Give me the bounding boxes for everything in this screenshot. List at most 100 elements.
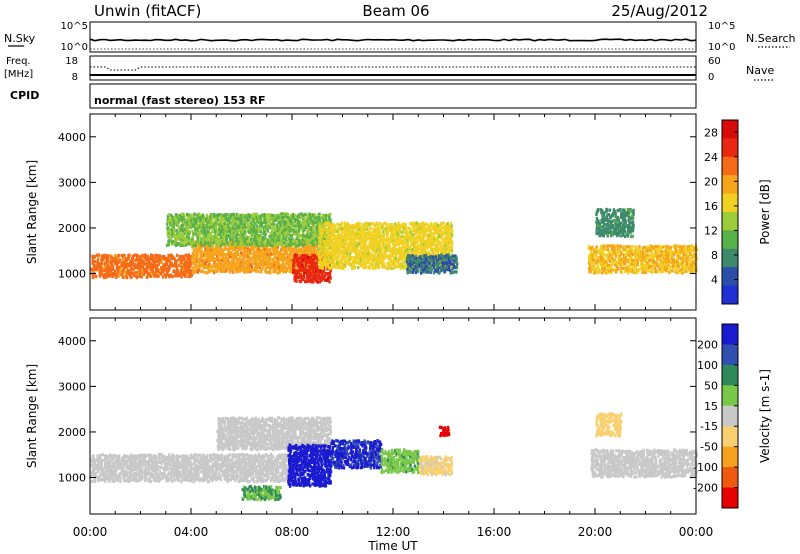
data-cell-power-1 xyxy=(267,257,270,261)
freq-tick-bottom: 8 xyxy=(72,72,78,83)
data-cell-power-3 xyxy=(316,231,319,235)
data-cell-power-3 xyxy=(275,225,279,229)
data-cell-power-3 xyxy=(244,237,247,241)
data-cell-power-1 xyxy=(219,248,222,252)
data-cell-power-0 xyxy=(117,257,120,261)
data-cell-power-0 xyxy=(165,260,168,264)
data-cell-power-5 xyxy=(405,260,409,264)
data-cell-power-4 xyxy=(392,226,395,230)
data-cell-power-4 xyxy=(387,253,391,257)
data-cell-power-1 xyxy=(309,245,312,249)
data-cell-power-1 xyxy=(220,247,223,251)
data-cell-power-1 xyxy=(212,268,215,272)
data-cell-power-3 xyxy=(173,230,176,234)
data-cell-power-4 xyxy=(407,242,410,246)
data-cell-power-4 xyxy=(357,231,361,235)
data-cell-power-5 xyxy=(441,260,444,265)
data-cell-power-3 xyxy=(281,239,284,243)
data-cell-power-1 xyxy=(194,266,198,270)
data-cell-power-6 xyxy=(635,250,638,254)
data-cell-power-4 xyxy=(383,249,386,254)
data-cell-power-1 xyxy=(261,258,265,262)
nave-tick-top: 60 xyxy=(708,56,721,67)
data-cell-power-1 xyxy=(216,269,219,273)
data-cell-power-4 xyxy=(362,266,365,270)
data-cell-power-3 xyxy=(195,239,199,243)
data-cell-power-1 xyxy=(248,265,251,269)
data-cell-power-4 xyxy=(375,221,379,225)
data-cell-power-1 xyxy=(261,262,265,266)
data-cell-power-4 xyxy=(354,222,358,227)
data-cell-power-4 xyxy=(331,253,335,257)
data-cell-power-4 xyxy=(337,260,340,264)
data-cell-power-3 xyxy=(178,218,181,222)
data-cell-power-6 xyxy=(637,247,640,251)
data-cell-power-4 xyxy=(334,250,337,254)
data-cell-power-4 xyxy=(433,235,436,239)
data-cell-power-1 xyxy=(221,258,224,263)
data-cell-power-3 xyxy=(303,220,306,224)
data-cell-power-0 xyxy=(171,275,174,279)
data-cell-power-4 xyxy=(395,240,398,244)
data-cell-power-6 xyxy=(649,247,652,251)
data-cell-power-3 xyxy=(284,214,287,218)
data-cell-power-3 xyxy=(211,217,214,221)
data-cell-power-6 xyxy=(589,248,593,253)
data-cell-power-1 xyxy=(223,243,227,248)
data-cell-power-3 xyxy=(253,227,256,231)
data-cell-power-3 xyxy=(255,231,258,235)
data-cell-power-1 xyxy=(224,246,227,250)
data-cell-power-4 xyxy=(430,222,433,226)
data-cell-power-4 xyxy=(433,247,436,251)
data-cell-power-3 xyxy=(184,218,188,222)
data-cell-power-3 xyxy=(295,230,298,234)
data-cell-power-3 xyxy=(213,230,217,234)
data-cell-power-3 xyxy=(198,239,201,243)
data-cell-power-4 xyxy=(328,227,331,231)
data-cell-power-0 xyxy=(148,261,151,265)
data-cell-power-1 xyxy=(247,253,250,257)
data-cell-power-0 xyxy=(112,267,115,271)
data-cell-power-4 xyxy=(420,228,423,232)
data-cell-power-3 xyxy=(186,222,189,226)
data-cell-power-3 xyxy=(184,224,188,228)
data-cell-power-4 xyxy=(371,236,374,240)
data-cell-power-1 xyxy=(218,253,221,257)
data-cell-power-4 xyxy=(387,243,391,248)
data-cell-power-6 xyxy=(651,262,655,266)
data-cell-power-3 xyxy=(202,234,205,238)
data-cell-power-1 xyxy=(281,256,285,260)
data-cell-power-0 xyxy=(95,274,98,278)
data-cell-power-3 xyxy=(199,219,202,223)
data-cell-power-4 xyxy=(382,256,386,260)
data-cell-power-1 xyxy=(220,266,223,270)
data-cell-power-0 xyxy=(125,256,128,261)
data-cell-power-3 xyxy=(307,225,311,229)
data-cell-power-4 xyxy=(408,266,411,270)
data-cell-power-6 xyxy=(639,263,643,267)
data-cell-power-1 xyxy=(300,249,303,253)
data-cell-power-4 xyxy=(414,229,417,233)
data-cell-power-2 xyxy=(313,271,316,275)
data-cell-power-4 xyxy=(404,264,408,268)
data-cell-power-1 xyxy=(202,259,206,263)
data-cell-power-4 xyxy=(376,234,379,238)
data-cell-power-1 xyxy=(274,248,277,252)
data-cell-power-1 xyxy=(223,269,226,273)
data-cell-power-4 xyxy=(418,231,422,235)
data-cell-power-4 xyxy=(397,228,400,232)
data-cell-power-3 xyxy=(272,222,275,226)
data-cell-power-4 xyxy=(393,261,396,265)
data-cell-power-6 xyxy=(620,245,623,249)
data-cell-power-0 xyxy=(91,254,94,258)
data-cell-power-6 xyxy=(611,244,615,248)
data-cell-power-1 xyxy=(272,265,275,269)
data-cell-power-3 xyxy=(276,228,280,232)
data-cell-power-4 xyxy=(326,221,329,225)
data-cell-power-4 xyxy=(322,227,326,231)
data-cell-power-3 xyxy=(284,220,288,224)
data-cell-power-3 xyxy=(195,241,198,245)
data-cell-power-6 xyxy=(635,246,638,250)
data-cell-power-3 xyxy=(219,244,223,248)
data-cell-power-1 xyxy=(242,264,245,269)
